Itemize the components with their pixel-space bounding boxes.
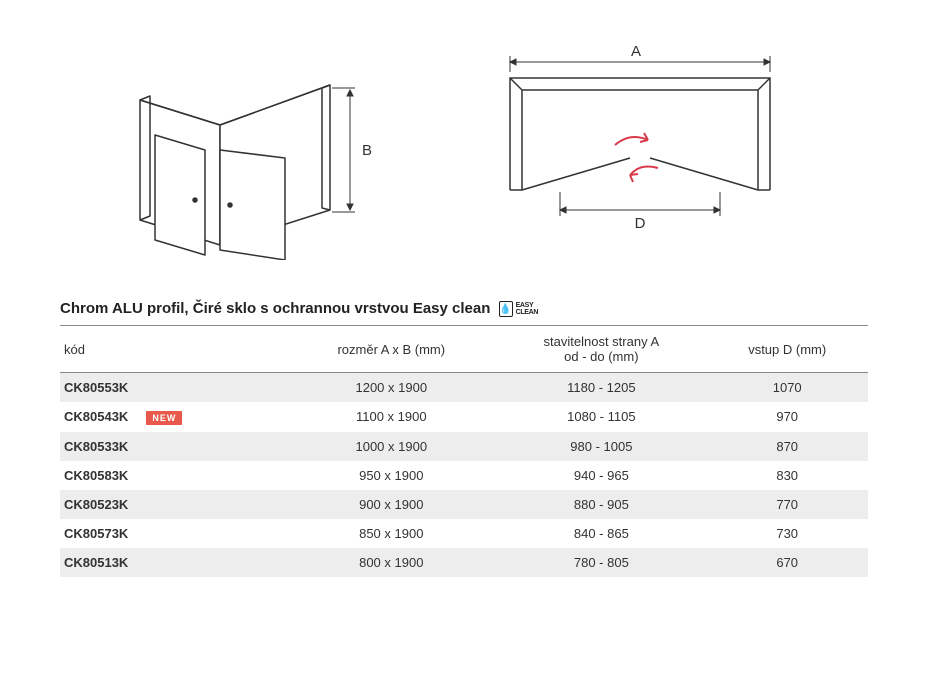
cell-entry: 830 <box>706 461 868 490</box>
cell-code: CK80523K <box>60 490 286 519</box>
cell-entry: 770 <box>706 490 868 519</box>
cell-size: 1100 x 1900 <box>286 402 496 432</box>
cell-code: CK80513K <box>60 548 286 577</box>
cell-size: 950 x 1900 <box>286 461 496 490</box>
cell-size: 850 x 1900 <box>286 519 496 548</box>
cell-adjust: 980 - 1005 <box>496 432 706 461</box>
table-row: CK80523K900 x 1900880 - 905770 <box>60 490 868 519</box>
table-row: CK80533K1000 x 1900980 - 1005870 <box>60 432 868 461</box>
cell-entry: 730 <box>706 519 868 548</box>
cell-adjust: 780 - 805 <box>496 548 706 577</box>
label-a: A <box>631 43 641 60</box>
cell-size: 1000 x 1900 <box>286 432 496 461</box>
cell-adjust: 840 - 865 <box>496 519 706 548</box>
diagram-iso: B <box>100 40 400 260</box>
cell-adjust: 940 - 965 <box>496 461 706 490</box>
table-row: CK80543KNEW1100 x 19001080 - 1105970 <box>60 402 868 432</box>
table-row: CK80553K1200 x 19001180 - 12051070 <box>60 373 868 403</box>
cell-adjust: 1180 - 1205 <box>496 373 706 403</box>
cell-code: CK80543KNEW <box>60 402 286 432</box>
easy-clean-icon: 💧 EASYCLEAN <box>499 301 539 317</box>
cell-entry: 870 <box>706 432 868 461</box>
title-text: Chrom ALU profil, Čiré sklo s ochrannou … <box>60 300 490 317</box>
label-b: B <box>362 142 372 159</box>
cell-adjust: 880 - 905 <box>496 490 706 519</box>
diagram-top: A <box>480 40 800 240</box>
cell-adjust: 1080 - 1105 <box>496 402 706 432</box>
header-size: rozměr A x B (mm) <box>286 326 496 373</box>
table-row: CK80513K800 x 1900780 - 805670 <box>60 548 868 577</box>
header-entry: vstup D (mm) <box>706 326 868 373</box>
cell-size: 800 x 1900 <box>286 548 496 577</box>
spec-table: kód rozměr A x B (mm) stavitelnost stran… <box>60 325 868 577</box>
cell-entry: 1070 <box>706 373 868 403</box>
cell-code: CK80583K <box>60 461 286 490</box>
cell-code: CK80533K <box>60 432 286 461</box>
cell-size: 1200 x 1900 <box>286 373 496 403</box>
new-badge: NEW <box>146 411 182 425</box>
table-row: CK80583K950 x 1900940 - 965830 <box>60 461 868 490</box>
table-header-row: kód rozměr A x B (mm) stavitelnost stran… <box>60 326 868 373</box>
header-code: kód <box>60 326 286 373</box>
cell-code: CK80553K <box>60 373 286 403</box>
table-row: CK80573K850 x 1900840 - 865730 <box>60 519 868 548</box>
diagram-area: B A <box>60 40 868 260</box>
label-d: D <box>635 215 646 232</box>
cell-entry: 970 <box>706 402 868 432</box>
cell-entry: 670 <box>706 548 868 577</box>
cell-size: 900 x 1900 <box>286 490 496 519</box>
section-title: Chrom ALU profil, Čiré sklo s ochrannou … <box>60 300 868 317</box>
cell-code: CK80573K <box>60 519 286 548</box>
header-adjust: stavitelnost strany A od - do (mm) <box>496 326 706 373</box>
